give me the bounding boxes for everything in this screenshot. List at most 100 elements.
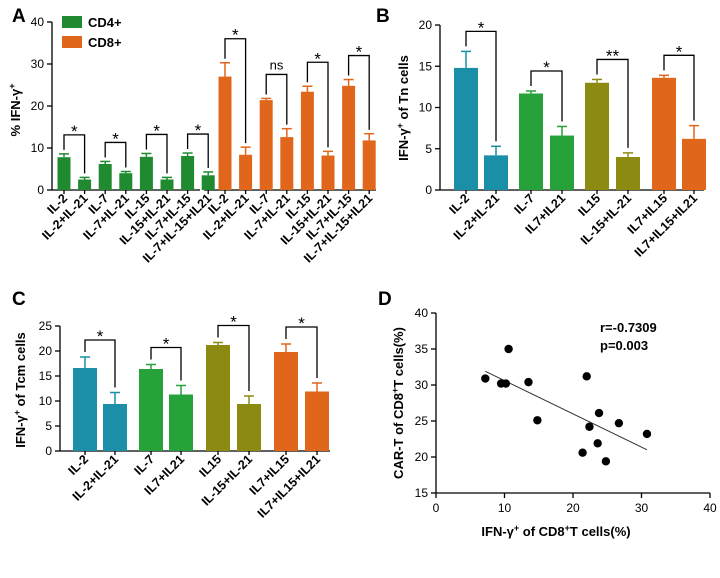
significance-label: * xyxy=(163,335,170,354)
panel-letter: A xyxy=(12,6,26,27)
bar xyxy=(57,157,71,190)
significance-bracket xyxy=(285,326,318,378)
bar xyxy=(550,135,574,190)
significance-bracket xyxy=(265,73,288,125)
y-tick-label: 25 xyxy=(39,319,53,333)
significance-bracket xyxy=(150,346,182,381)
y-tick-label: 30 xyxy=(415,378,429,392)
scatter-point xyxy=(614,418,624,428)
bar xyxy=(237,404,261,451)
significance-label: ** xyxy=(606,46,620,65)
x-tick-label: IL-7 xyxy=(511,191,537,217)
x-tick-label: 30 xyxy=(635,501,649,515)
y-tick-label: 20 xyxy=(31,99,45,113)
significance-bracket xyxy=(217,324,250,391)
y-tick-label: 30 xyxy=(31,57,45,71)
x-tick-label: 10 xyxy=(498,501,512,515)
significance-label: * xyxy=(232,26,239,45)
panel-d: D 15 20 25 30 35 40 0 10 20 30 40 r=-0.7309 p=0.003 IF… xyxy=(378,289,717,539)
x-tick-label: IL-2 xyxy=(446,191,472,217)
significance-bracket xyxy=(347,54,370,130)
correlation-r: r=-0.7309 xyxy=(600,320,657,335)
y-tick-label: 35 xyxy=(415,342,429,356)
legend-swatch-cd8 xyxy=(62,36,82,48)
bar xyxy=(342,85,356,190)
y-tick-label: 20 xyxy=(419,18,433,32)
bar xyxy=(259,100,273,190)
y-tick-label: 25 xyxy=(415,414,429,428)
bar xyxy=(139,156,153,190)
y-axis-label: % IFN-γ+ xyxy=(7,84,23,137)
significance-bracket xyxy=(663,54,695,121)
y-tick-label: 5 xyxy=(425,142,432,156)
legend-label-cd8: CD8+ xyxy=(88,35,122,50)
significance-bracket xyxy=(530,70,563,122)
scatter-point xyxy=(582,372,591,381)
significance-label: * xyxy=(97,327,104,346)
bar xyxy=(616,157,640,190)
panel-letter: B xyxy=(376,6,390,27)
bar xyxy=(103,404,127,451)
scatter-point xyxy=(642,429,652,439)
scatter-point xyxy=(501,379,511,388)
significance-label: * xyxy=(356,43,363,62)
significance-bracket xyxy=(306,61,329,148)
x-tick-label: IL15 xyxy=(197,452,225,480)
significance-label: * xyxy=(153,121,160,140)
bar xyxy=(321,155,335,190)
significance-label: * xyxy=(112,129,119,148)
y-axis-label: IFN-γ+ of Tcm cells xyxy=(12,332,28,448)
scatter-point xyxy=(504,344,513,354)
regression-line xyxy=(485,370,648,451)
bar xyxy=(484,155,508,190)
y-tick-label: 15 xyxy=(419,59,433,73)
significance-bracket xyxy=(84,339,116,388)
bar xyxy=(181,155,195,190)
y-tick-label: 20 xyxy=(39,344,53,358)
y-tick-label: 40 xyxy=(31,15,45,29)
y-tick-label: 20 xyxy=(415,450,429,464)
bar xyxy=(201,175,215,190)
bar xyxy=(160,179,174,190)
scatter-point xyxy=(578,448,587,457)
bar xyxy=(362,140,376,190)
significance-label: * xyxy=(676,42,683,61)
correlation-p: p=0.003 xyxy=(600,338,648,353)
bar xyxy=(274,352,298,451)
significance-bracket xyxy=(186,133,209,168)
significance-label: * xyxy=(314,49,321,68)
significance-bracket xyxy=(63,134,86,174)
y-tick-label: 5 xyxy=(45,419,52,433)
y-tick-label: 10 xyxy=(419,101,433,115)
bar xyxy=(300,91,314,190)
legend-label-cd4: CD4+ xyxy=(88,15,122,30)
bar xyxy=(119,173,133,190)
bar xyxy=(454,67,478,190)
significance-label: ns xyxy=(270,57,284,72)
bar xyxy=(78,179,92,190)
x-tick-label: IL-2 xyxy=(65,452,91,478)
y-tick-label: 0 xyxy=(37,183,44,197)
significance-bracket xyxy=(104,141,127,168)
bar xyxy=(139,369,163,451)
significance-label: * xyxy=(298,314,305,333)
bar xyxy=(585,82,609,190)
scatter-point xyxy=(524,377,533,387)
bar xyxy=(519,93,543,190)
y-tick-label: 15 xyxy=(415,486,429,500)
y-tick-label: 0 xyxy=(45,444,52,458)
y-tick-label: 15 xyxy=(39,369,53,383)
bar xyxy=(73,368,97,451)
bar xyxy=(98,163,112,190)
y-tick-label: 0 xyxy=(425,183,432,197)
x-axis-label: IFN-γ+ of CD8+T cells(%) xyxy=(481,523,630,539)
bar xyxy=(239,154,253,190)
y-axis-label: IFN-γ+ of Tn cells xyxy=(395,55,411,161)
scatter-point xyxy=(601,457,611,466)
scatter-point xyxy=(533,416,542,425)
x-tick-label: IL-7 xyxy=(131,452,157,478)
